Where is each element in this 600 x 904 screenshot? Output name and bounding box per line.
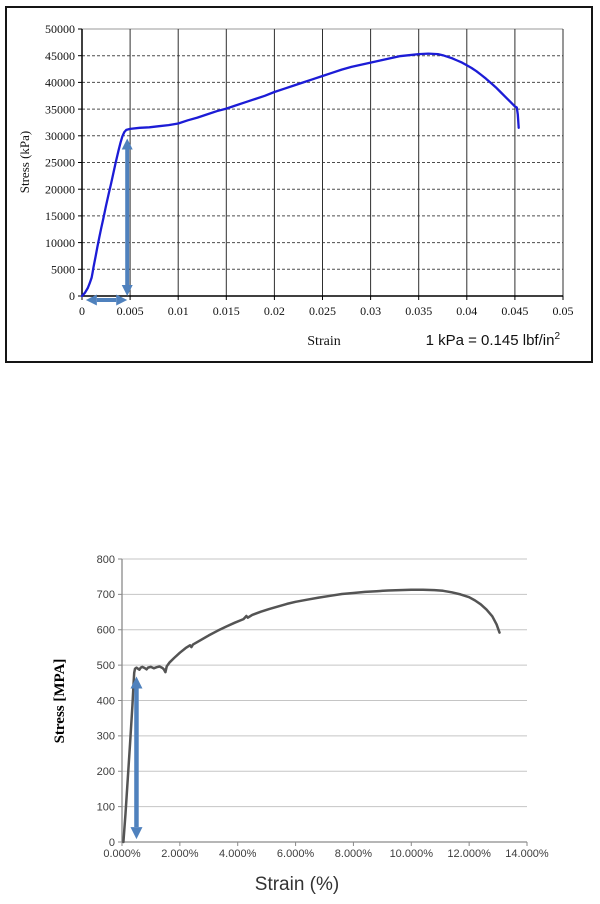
x-tick-label: 0.02 bbox=[264, 304, 285, 318]
x-tick-label: 0.04 bbox=[456, 304, 477, 318]
y-tick-label: 400 bbox=[97, 695, 115, 707]
x-tick-label: 0.000% bbox=[103, 848, 141, 860]
y-tick-label: 35000 bbox=[45, 102, 75, 116]
y-tick-label: 600 bbox=[97, 625, 115, 637]
x-tick-label: 0.025 bbox=[309, 304, 336, 318]
y-tick-label: 40000 bbox=[45, 76, 75, 90]
double-arrow-horizontal-head bbox=[116, 294, 128, 306]
y-axis-title: Stress (kPa) bbox=[17, 131, 32, 193]
x-tick-label: 4.000% bbox=[219, 848, 257, 860]
x-tick-label: 14.000% bbox=[505, 848, 549, 860]
y-tick-label: 30000 bbox=[45, 129, 75, 143]
x-tick-label: 0.05 bbox=[553, 304, 574, 318]
stress-strain-curve-mpa bbox=[122, 588, 501, 844]
y-tick-label: 10000 bbox=[45, 236, 75, 250]
unit-conversion-note: 1 kPa = 0.145 lbf/in2 bbox=[426, 331, 561, 349]
double-arrow-horizontal-head bbox=[85, 294, 97, 306]
x-tick-label: 6.000% bbox=[277, 848, 315, 860]
double-arrow-vertical-head bbox=[130, 827, 143, 840]
y-tick-label: 100 bbox=[97, 801, 115, 813]
x-tick-label: 0.045 bbox=[501, 304, 528, 318]
x-tick-label: 0.03 bbox=[360, 304, 381, 318]
y-tick-label: 700 bbox=[97, 589, 115, 601]
x-tick-label: 2.000% bbox=[161, 848, 199, 860]
kpa-stress-strain-chart: 0 0.005 0.01 0.015 0.02 0.025 0.03 0.035 0.04 0.0… bbox=[17, 22, 574, 349]
y-tick-label: 15000 bbox=[45, 209, 75, 223]
x-tick-label: 12.000% bbox=[447, 848, 491, 860]
x-tick-label: 0.005 bbox=[117, 304, 144, 318]
x-tick-label: 8.000% bbox=[335, 848, 373, 860]
mpa-stress-strain-chart: 0.000% 2.000% 4.000% 6.000% 8.000% 10.000% 12.… bbox=[52, 554, 549, 895]
y-tick-label: 500 bbox=[97, 660, 115, 672]
x-axis-title: Strain bbox=[307, 334, 340, 349]
double-arrow-vertical-head bbox=[121, 285, 133, 296]
x-tick-label: 0 bbox=[79, 304, 85, 318]
stress-strain-curve-kpa bbox=[80, 52, 520, 298]
y-tick-label: 20000 bbox=[45, 182, 75, 196]
x-tick-label: 0.035 bbox=[405, 304, 432, 318]
x-axis-title: Strain (%) bbox=[255, 874, 339, 895]
y-tick-label: 0 bbox=[69, 289, 75, 303]
y-tick-label: 50000 bbox=[45, 22, 75, 36]
x-tick-label: 10.000% bbox=[390, 848, 434, 860]
double-arrow-vertical-head bbox=[121, 138, 133, 150]
y-tick-label: 0 bbox=[109, 837, 115, 849]
y-tick-label: 25000 bbox=[45, 156, 75, 170]
x-tick-label: 0.015 bbox=[213, 304, 240, 318]
double-arrow-vertical-head bbox=[130, 676, 143, 689]
x-tick-label: 0.01 bbox=[168, 304, 189, 318]
y-axis-title: Stress [MPA] bbox=[52, 659, 68, 744]
y-tick-label: 5000 bbox=[51, 263, 75, 277]
y-tick-label: 45000 bbox=[45, 49, 75, 63]
y-tick-label: 800 bbox=[97, 554, 115, 566]
y-tick-label: 300 bbox=[97, 731, 115, 743]
kpa-chart-panel: 0 0.005 0.01 0.015 0.02 0.025 0.03 0.035 0.04 0.0… bbox=[5, 6, 593, 363]
mpa-chart-panel: 0.000% 2.000% 4.000% 6.000% 8.000% 10.000% 12.… bbox=[50, 545, 565, 900]
y-tick-label: 200 bbox=[97, 766, 115, 778]
